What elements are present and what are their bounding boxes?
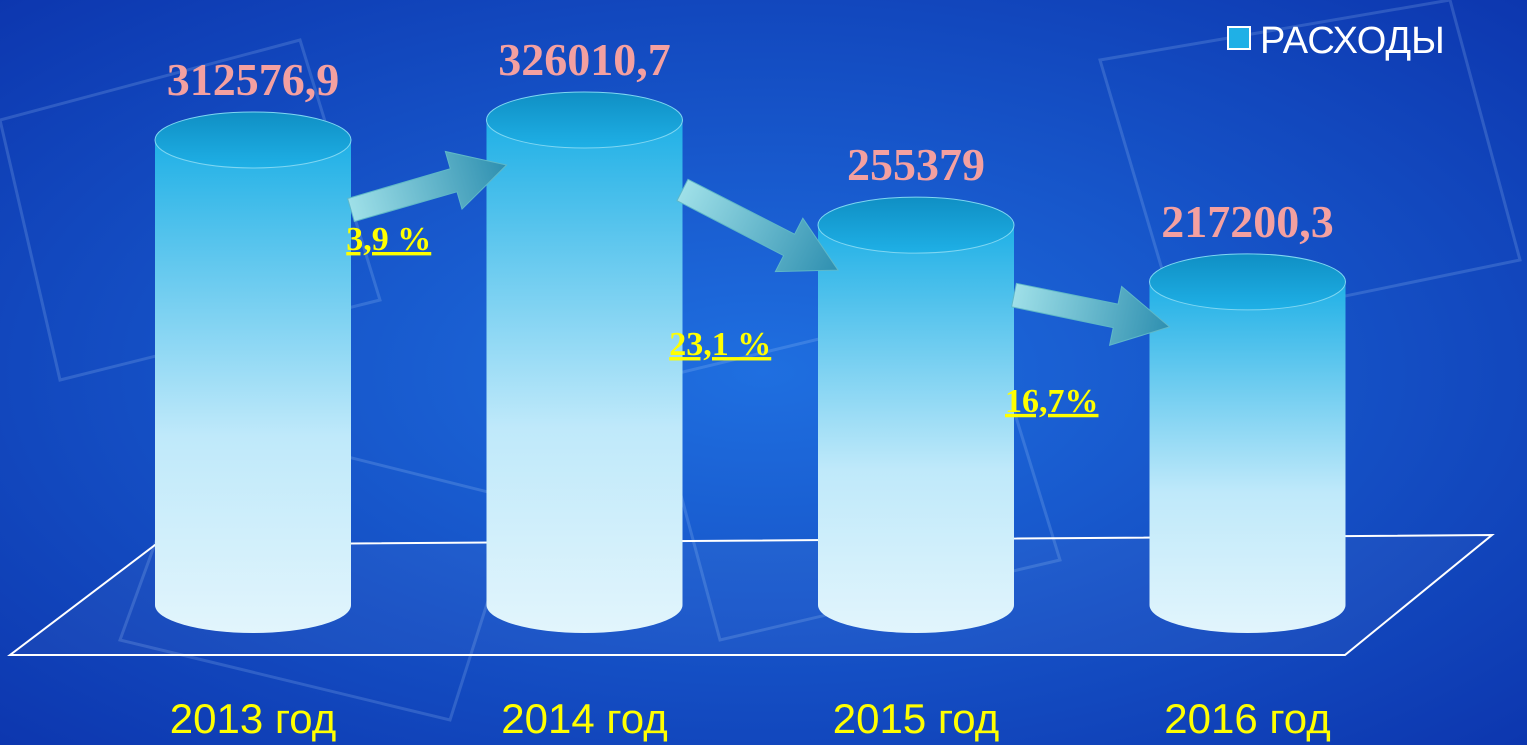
x-tick-label: 2016 год [1164, 695, 1330, 742]
x-tick-label: 2013 год [170, 695, 336, 742]
bar [1150, 282, 1346, 633]
bar-top [155, 112, 351, 168]
value-label: 217200,3 [1161, 196, 1334, 247]
value-label: 255379 [847, 139, 985, 190]
bar-top [818, 197, 1014, 253]
value-label: 326010,7 [498, 34, 671, 85]
change-label: 23,1 % [669, 326, 771, 363]
legend-swatch [1228, 27, 1250, 49]
change-label: 3,9 % [346, 221, 431, 258]
chart: РАСХОДЫ 312576,9 2013 год 326010,7 2014 год… [0, 0, 1527, 745]
change-label: 16,7% [1005, 383, 1099, 420]
legend: РАСХОДЫ [1228, 20, 1445, 62]
bar [818, 225, 1014, 633]
legend-label: РАСХОДЫ [1260, 20, 1445, 62]
bar [155, 140, 351, 633]
value-label: 312576,9 [167, 54, 340, 105]
bar [487, 120, 683, 633]
x-tick-label: 2014 год [501, 695, 667, 742]
bar-top [487, 92, 683, 148]
bar-top [1150, 254, 1346, 310]
x-tick-label: 2015 год [833, 695, 999, 742]
